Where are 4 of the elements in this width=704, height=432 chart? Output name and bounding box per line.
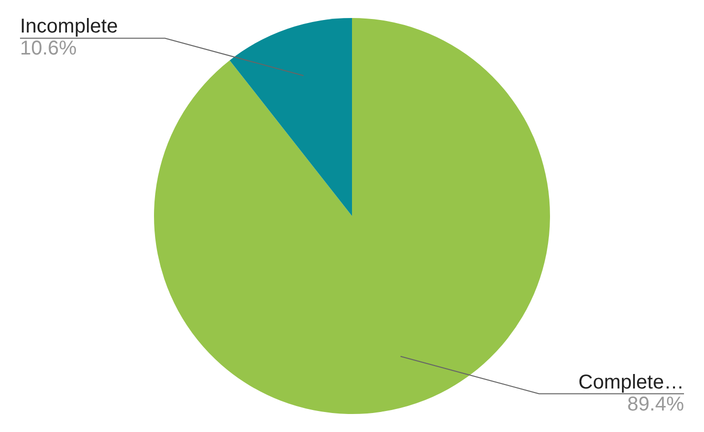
slice-label: Complete… bbox=[578, 371, 684, 394]
data-label: 89.4% bbox=[627, 393, 684, 416]
slice-label: Incomplete bbox=[20, 16, 118, 38]
data-label: 10.6% bbox=[20, 38, 77, 60]
